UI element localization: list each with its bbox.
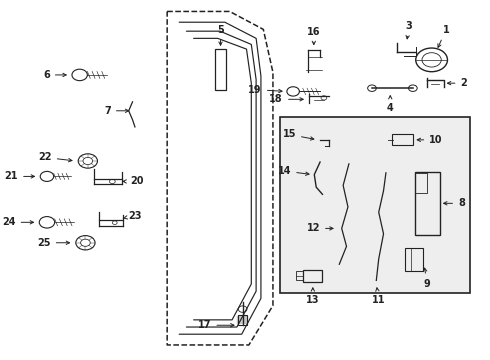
Text: 16: 16 xyxy=(307,27,320,45)
Text: 19: 19 xyxy=(248,85,282,95)
Text: 2: 2 xyxy=(447,78,467,88)
Bar xyxy=(238,315,247,325)
Text: 18: 18 xyxy=(270,94,303,104)
Text: 24: 24 xyxy=(2,217,33,227)
Text: 14: 14 xyxy=(278,166,309,176)
Text: 8: 8 xyxy=(443,198,465,208)
Text: 21: 21 xyxy=(4,171,34,181)
Bar xyxy=(215,49,226,90)
Text: 5: 5 xyxy=(217,25,224,45)
Text: 22: 22 xyxy=(38,152,72,162)
Text: 9: 9 xyxy=(423,268,431,289)
Text: 20: 20 xyxy=(123,176,144,186)
Text: 6: 6 xyxy=(43,70,66,80)
Text: 12: 12 xyxy=(307,224,333,233)
Text: 4: 4 xyxy=(387,96,393,113)
Text: 10: 10 xyxy=(417,135,442,145)
Bar xyxy=(296,271,303,280)
Text: 7: 7 xyxy=(104,106,129,116)
Text: 25: 25 xyxy=(37,238,70,248)
Text: 23: 23 xyxy=(123,211,142,221)
Text: 11: 11 xyxy=(372,288,386,305)
Text: 3: 3 xyxy=(406,21,413,39)
Text: 1: 1 xyxy=(438,25,449,48)
Text: 13: 13 xyxy=(306,288,319,305)
Bar xyxy=(303,270,322,282)
Text: 15: 15 xyxy=(283,130,314,140)
Bar xyxy=(280,117,470,293)
Bar xyxy=(405,248,423,271)
Text: 17: 17 xyxy=(198,320,234,330)
